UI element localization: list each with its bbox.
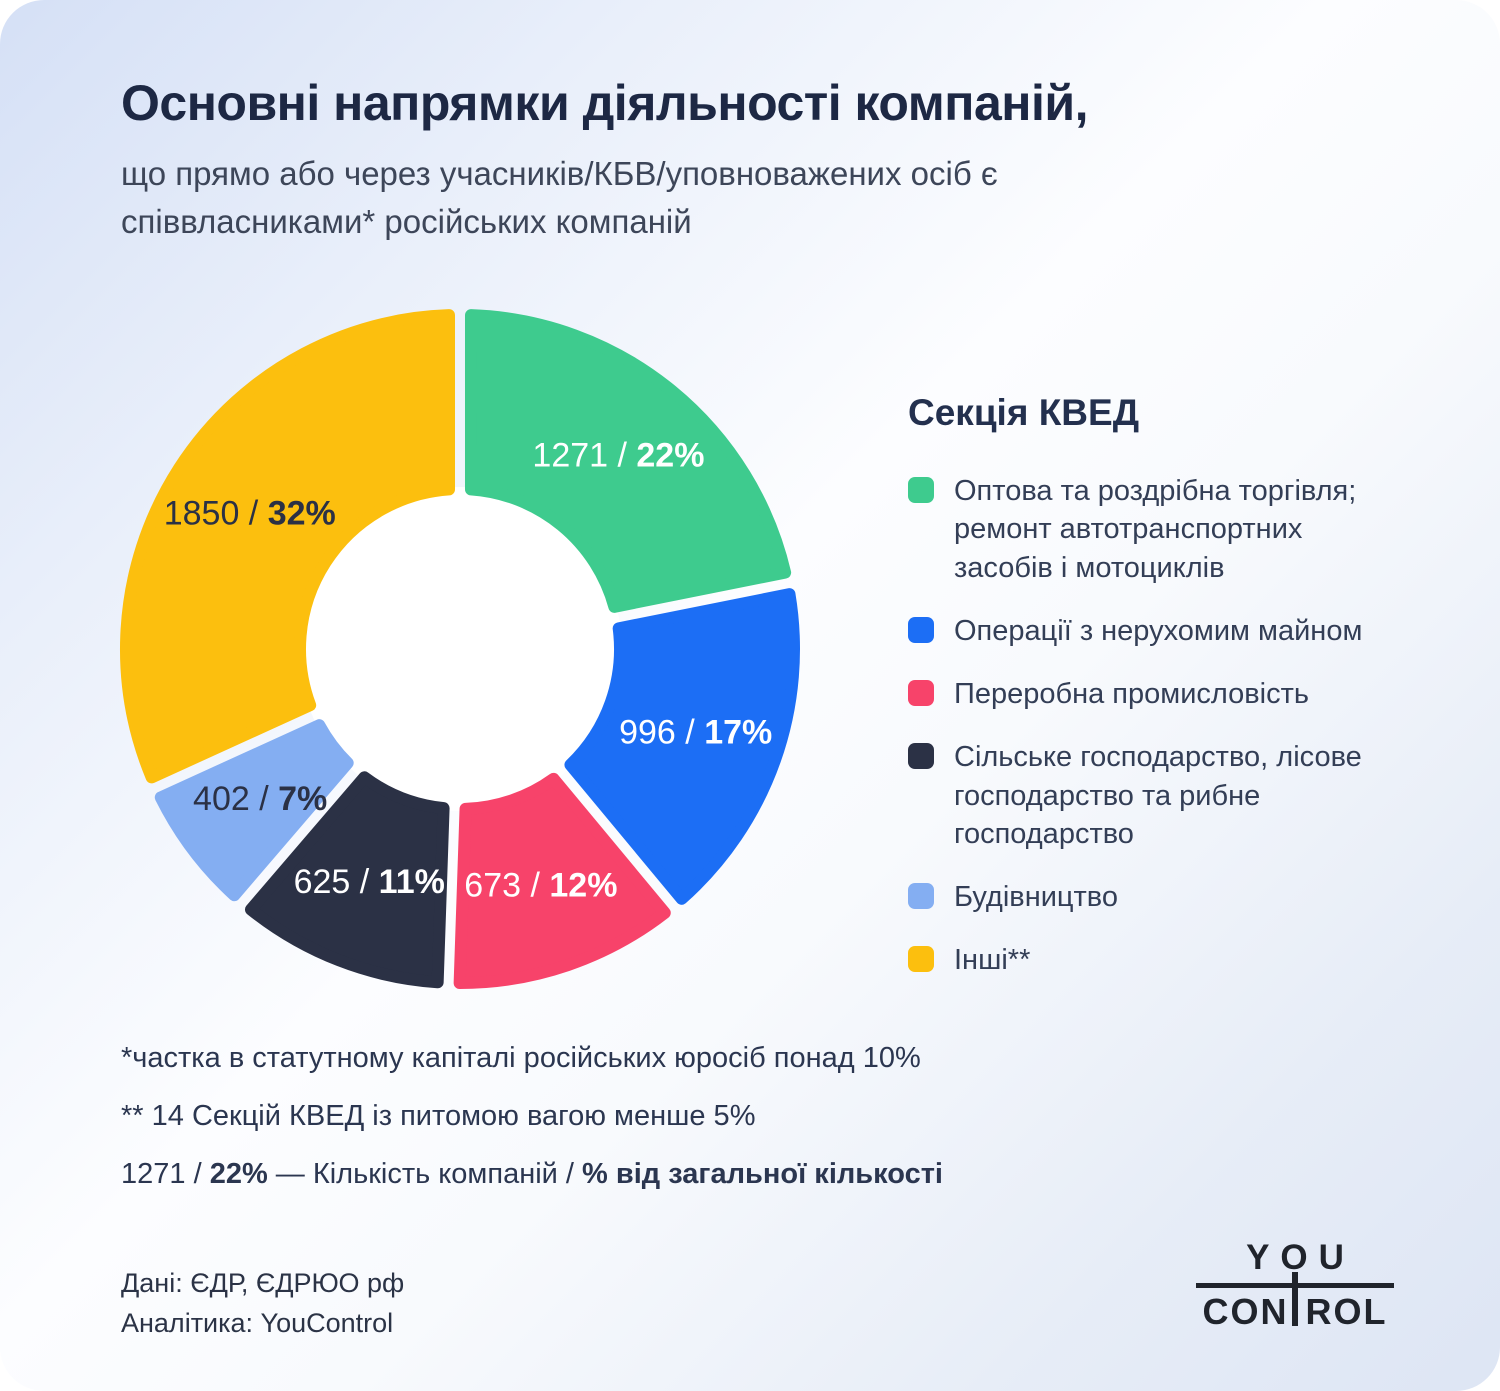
donut-segment [464,309,792,613]
donut-segment-label: 625 / 11% [294,863,445,901]
legend-item: Будівництво [908,878,1394,916]
footnote-double-asterisk: ** 14 Секцій КВЕД із питомою вагою менше… [121,1100,756,1132]
source-block: Дані: ЄДР, ЄДРЮО рф Аналітика: YouContro… [121,1263,404,1343]
donut-segment [120,309,456,784]
legend-swatch-yellow [908,946,934,973]
legend-item: Операції з нерухомим майном [908,612,1394,650]
footnote-asterisk: *частка в статутному капіталі російських… [121,1042,921,1074]
donut-svg: 1271 / 22% 996 / 17% 673 / 12% 625 / 11% 402… [120,309,800,990]
legend-swatch-green [908,477,934,503]
footnote-key: 1271 / 22% — Кількість компаній / % від … [121,1158,943,1190]
donut-segment [244,771,450,989]
legend-item-label: Будівництво [954,881,1119,914]
donut-segment [154,719,354,902]
legend-item-label: Сільське господарство, лісове господарст… [954,741,1362,850]
legend-item: Сільське господарство, лісове господарст… [908,738,1394,853]
page-subtitle: що прямо або через учасників/КБВ/уповнов… [121,155,998,240]
donut-segment-label: 402 / 7% [193,780,327,818]
legend-swatch-blue [908,616,934,643]
youcontrol-logo: YOU CON ROL [1196,1240,1394,1330]
page-title: Основні напрямки діяльності компаній, [121,75,1089,131]
donut-segment-label: 673 / 12% [464,867,617,905]
kved-legend: Секція КВЕД Оптова та роздрібна торгівля… [908,392,1394,1005]
legend-swatch-pink [908,680,934,707]
footnotes: *частка в статутному капіталі російських… [121,1042,943,1216]
logo-you-text: YOU [1246,1238,1355,1277]
legend-item: Оптова та роздрібна торгівля; ремонт авт… [908,472,1394,587]
analytics-line: Аналітика: YouControl [121,1308,394,1338]
donut-segment-label: 1850 / 32% [164,495,336,533]
legend-title: Секція КВЕД [908,392,1140,433]
logo-t-stem [1292,1272,1298,1326]
legend-swatch-navy [908,743,934,770]
legend-swatch-lightblue [908,883,934,910]
donut-hole [298,487,622,811]
legend-item-label: Операції з нерухомим майном [954,614,1363,647]
legend-item: Інші** [908,941,1394,979]
donut-segment-label: 996 / 17% [619,713,772,751]
legend-item-label: Оптова та роздрібна торгівля; ремонт авт… [954,475,1357,584]
donut-segment [564,588,800,905]
legend-item: Переробна промисловість [908,675,1394,713]
legend-item-label: Інші** [954,944,1031,977]
donut-segment-label: 1271 / 22% [532,437,704,475]
donut-segment [453,772,671,990]
legend-item-label: Переробна промисловість [954,678,1310,711]
donut-chart: 1271 / 22% 996 / 17% 673 / 12% 625 / 11% 402… [114,303,806,995]
data-source-line: Дані: ЄДР, ЄДРЮО рф [121,1268,405,1298]
logo-control-text: CON ROL [1196,1272,1394,1330]
